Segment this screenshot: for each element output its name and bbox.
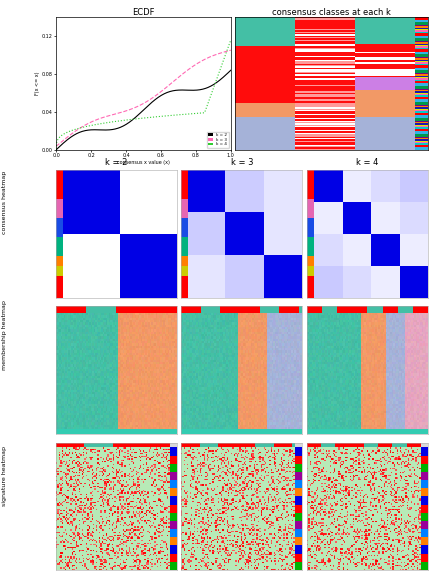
Y-axis label: F(x <= x): F(x <= x)	[35, 72, 41, 95]
Text: k = 3: k = 3	[231, 158, 253, 167]
Legend: k = 2, k = 3, k = 4: k = 2, k = 3, k = 4	[207, 131, 229, 147]
X-axis label: consensus x value (x): consensus x value (x)	[117, 160, 170, 165]
Text: k = 2: k = 2	[105, 158, 128, 167]
Text: membership heatmap: membership heatmap	[2, 300, 7, 370]
Title: ECDF: ECDF	[132, 7, 155, 17]
Text: signature heatmap: signature heatmap	[2, 446, 7, 506]
Text: consensus heatmap: consensus heatmap	[2, 170, 7, 234]
Text: k = 4: k = 4	[356, 158, 378, 167]
Title: consensus classes at each k: consensus classes at each k	[272, 7, 391, 17]
